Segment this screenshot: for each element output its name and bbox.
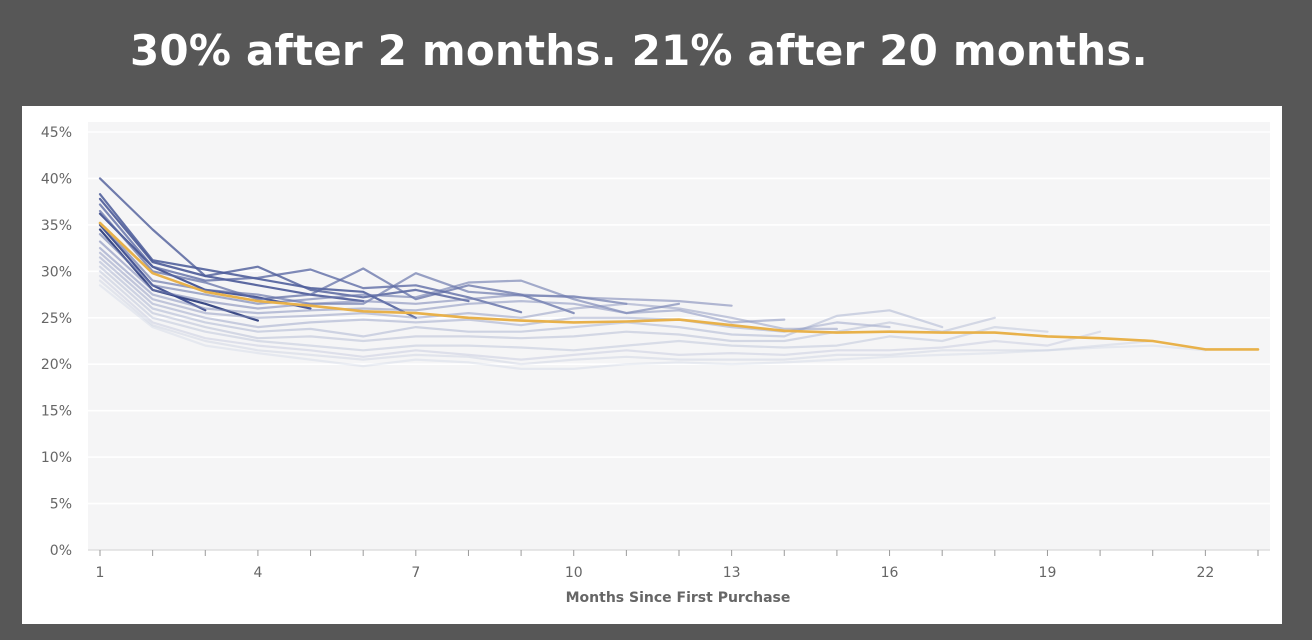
cohort-line-11 xyxy=(98,240,733,310)
y-tick-label: 35% xyxy=(41,218,72,234)
y-tick-label: 10% xyxy=(41,450,72,466)
cohort-line-8 xyxy=(98,209,575,315)
y-tick-label: 25% xyxy=(41,311,72,327)
cohort-line-19 xyxy=(98,279,1154,366)
x-tick-label: 10 xyxy=(565,565,583,581)
y-tick-label: 40% xyxy=(41,171,72,187)
grid-lines xyxy=(88,131,1270,551)
plot-area xyxy=(88,122,1270,550)
x-tick-label: 1 xyxy=(96,565,105,581)
cohort-line-16 xyxy=(98,265,996,343)
cohort-line-18 xyxy=(98,274,1102,361)
cohort-line-4 xyxy=(98,197,365,303)
cohort-line-6 xyxy=(98,177,470,303)
tick-labels: 0% 5% 10% 15% 20% 25% 30% 35% 40% 45% 1 4 7 10 13 16 19 2… xyxy=(41,125,1214,581)
cohort-line-17 xyxy=(98,270,1049,352)
y-tick-label: 5% xyxy=(50,497,72,513)
x-tick-label: 7 xyxy=(411,565,420,581)
x-tick-label: 16 xyxy=(881,565,899,581)
cohort-line-7 xyxy=(98,203,523,314)
y-tick-label: 30% xyxy=(41,264,72,280)
retention-line-chart: 0% 5% 10% 15% 20% 25% 30% 35% 40% 45% 1 4 7 10 13 16 19 2… xyxy=(41,122,1270,606)
cohort-line-12 xyxy=(98,247,786,324)
cohort-line-10 xyxy=(98,233,681,315)
y-tick-label: 20% xyxy=(41,357,72,373)
chart-headline: 30% after 2 months. 21% after 20 months. xyxy=(130,26,1148,75)
x-tick-label: 13 xyxy=(723,565,741,581)
cohort-line-20 xyxy=(98,284,1207,370)
axes xyxy=(88,549,1270,556)
cohort-line-13 xyxy=(98,251,839,330)
x-tick-label: 19 xyxy=(1039,565,1057,581)
chart-panel: 0% 5% 10% 15% 20% 25% 30% 35% 40% 45% 1 4 7 10 13 16 19 2… xyxy=(22,106,1282,624)
cohort-line-14 xyxy=(98,256,891,333)
cohort-line-15 xyxy=(98,260,944,338)
x-tick-label: 4 xyxy=(253,565,262,581)
average-retention-line xyxy=(98,221,1260,351)
y-tick-label: 45% xyxy=(41,125,72,141)
x-tick-label: 22 xyxy=(1196,565,1214,581)
series-lines xyxy=(98,177,1260,370)
plot-background xyxy=(88,122,1270,550)
y-tick-label: 0% xyxy=(50,543,72,559)
y-tick-label: 15% xyxy=(41,404,72,420)
x-axis-title: Months Since First Purchase xyxy=(566,590,791,606)
